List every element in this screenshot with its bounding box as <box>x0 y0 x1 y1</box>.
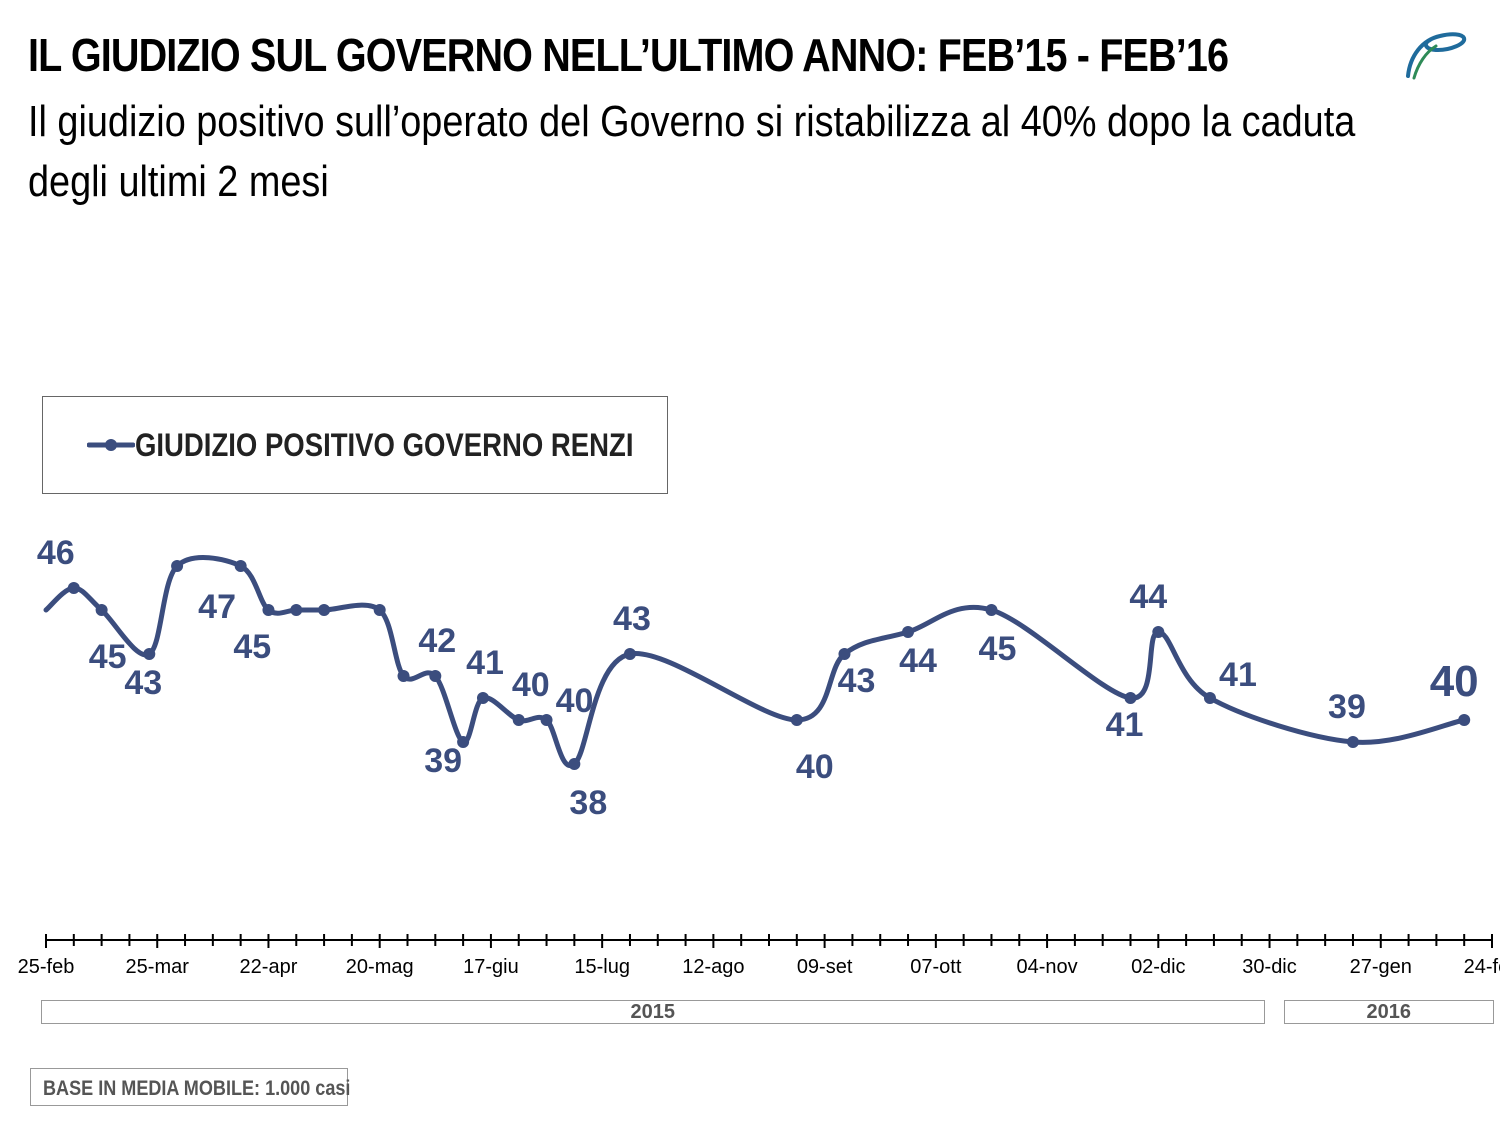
data-point <box>568 758 581 770</box>
data-point <box>1203 692 1216 704</box>
x-tick-label: 09-set <box>797 956 853 978</box>
data-label: 44 <box>899 642 937 680</box>
data-label: 43 <box>838 662 876 700</box>
data-label: 39 <box>1328 688 1366 726</box>
data-label: 42 <box>418 622 456 660</box>
data-label: 39 <box>424 742 462 780</box>
x-tick-label: 17-giu <box>463 956 519 978</box>
data-label: 43 <box>613 600 651 638</box>
data-point <box>67 582 80 594</box>
data-label: 40 <box>1430 657 1479 706</box>
x-tick-label: 02-dic <box>1131 956 1185 978</box>
base-note: BASE IN MEDIA MOBILE: 1.000 casi <box>43 1077 351 1100</box>
data-point <box>262 604 275 616</box>
data-point <box>143 648 156 660</box>
x-tick-label: 25-mar <box>126 956 190 978</box>
data-point <box>429 670 442 682</box>
data-point <box>1124 692 1137 704</box>
data-label: 45 <box>979 630 1017 668</box>
data-label: 41 <box>1219 656 1257 694</box>
x-tick-label: 25-feb <box>18 956 75 978</box>
data-point <box>171 560 184 572</box>
x-tick-label: 07-ott <box>910 956 962 978</box>
legend-label: GIUDIZIO POSITIVO GOVERNO RENZI <box>135 427 634 463</box>
data-point <box>373 604 386 616</box>
x-tick-label: 04-nov <box>1016 956 1077 978</box>
data-point <box>476 692 489 704</box>
data-point <box>397 670 410 682</box>
data-label: 46 <box>37 534 75 572</box>
x-axis-ticks <box>45 934 1493 948</box>
x-tick-label: 30-dic <box>1242 956 1296 978</box>
data-label: 38 <box>569 784 607 822</box>
data-label: 41 <box>466 644 504 682</box>
data-label: 40 <box>512 666 550 704</box>
x-tick-label: 24-feb <box>1464 956 1500 978</box>
series-line <box>43 555 1467 769</box>
data-point <box>318 604 331 616</box>
data-label: 41 <box>1106 706 1144 744</box>
x-tick-label: 22-apr <box>240 956 298 978</box>
data-point <box>902 626 915 638</box>
data-point <box>623 648 636 660</box>
x-tick-label: 12-ago <box>682 956 744 978</box>
data-label: 44 <box>1129 578 1167 616</box>
base-note-box: BASE IN MEDIA MOBILE: 1.000 casi <box>30 1068 351 1106</box>
data-point <box>985 604 998 616</box>
page-subtitle: Il giudizio positivo sull’operato del Go… <box>28 97 1356 206</box>
data-point <box>512 714 525 726</box>
data-points <box>67 560 1471 770</box>
swirl-logo-icon <box>1406 32 1467 80</box>
year-group-2015: 2015 <box>41 1000 1265 1024</box>
data-label: 45 <box>89 638 127 676</box>
page-title: IL GIUDIZIO SUL GOVERNO NELL’ULTIMO ANNO… <box>28 29 1229 81</box>
data-label: 40 <box>796 748 834 786</box>
data-point <box>1346 736 1359 748</box>
legend-swatch-icon <box>87 439 135 451</box>
data-point <box>290 604 303 616</box>
data-label: 40 <box>556 682 594 720</box>
data-point <box>95 604 108 616</box>
data-point <box>790 714 803 726</box>
data-label: 45 <box>233 628 271 666</box>
data-label: 47 <box>198 588 236 626</box>
data-point <box>234 560 247 572</box>
x-axis-tick-labels: 25-feb 25-mar 22-apr 20-mag 17-giu 15-lug 12-a… <box>18 956 1500 978</box>
year-group-2016: 2016 <box>1283 1000 1494 1024</box>
data-point <box>838 648 851 660</box>
chart-legend: GIUDIZIO POSITIVO GOVERNO RENZI <box>42 396 668 494</box>
data-label: 43 <box>124 664 162 702</box>
data-point <box>457 736 470 748</box>
data-point <box>1152 626 1165 638</box>
x-tick-label: 27-gen <box>1350 956 1412 978</box>
x-tick-label: 20-mag <box>346 956 414 978</box>
data-point <box>1458 714 1471 726</box>
data-point <box>540 714 553 726</box>
x-tick-label: 15-lug <box>574 956 630 978</box>
